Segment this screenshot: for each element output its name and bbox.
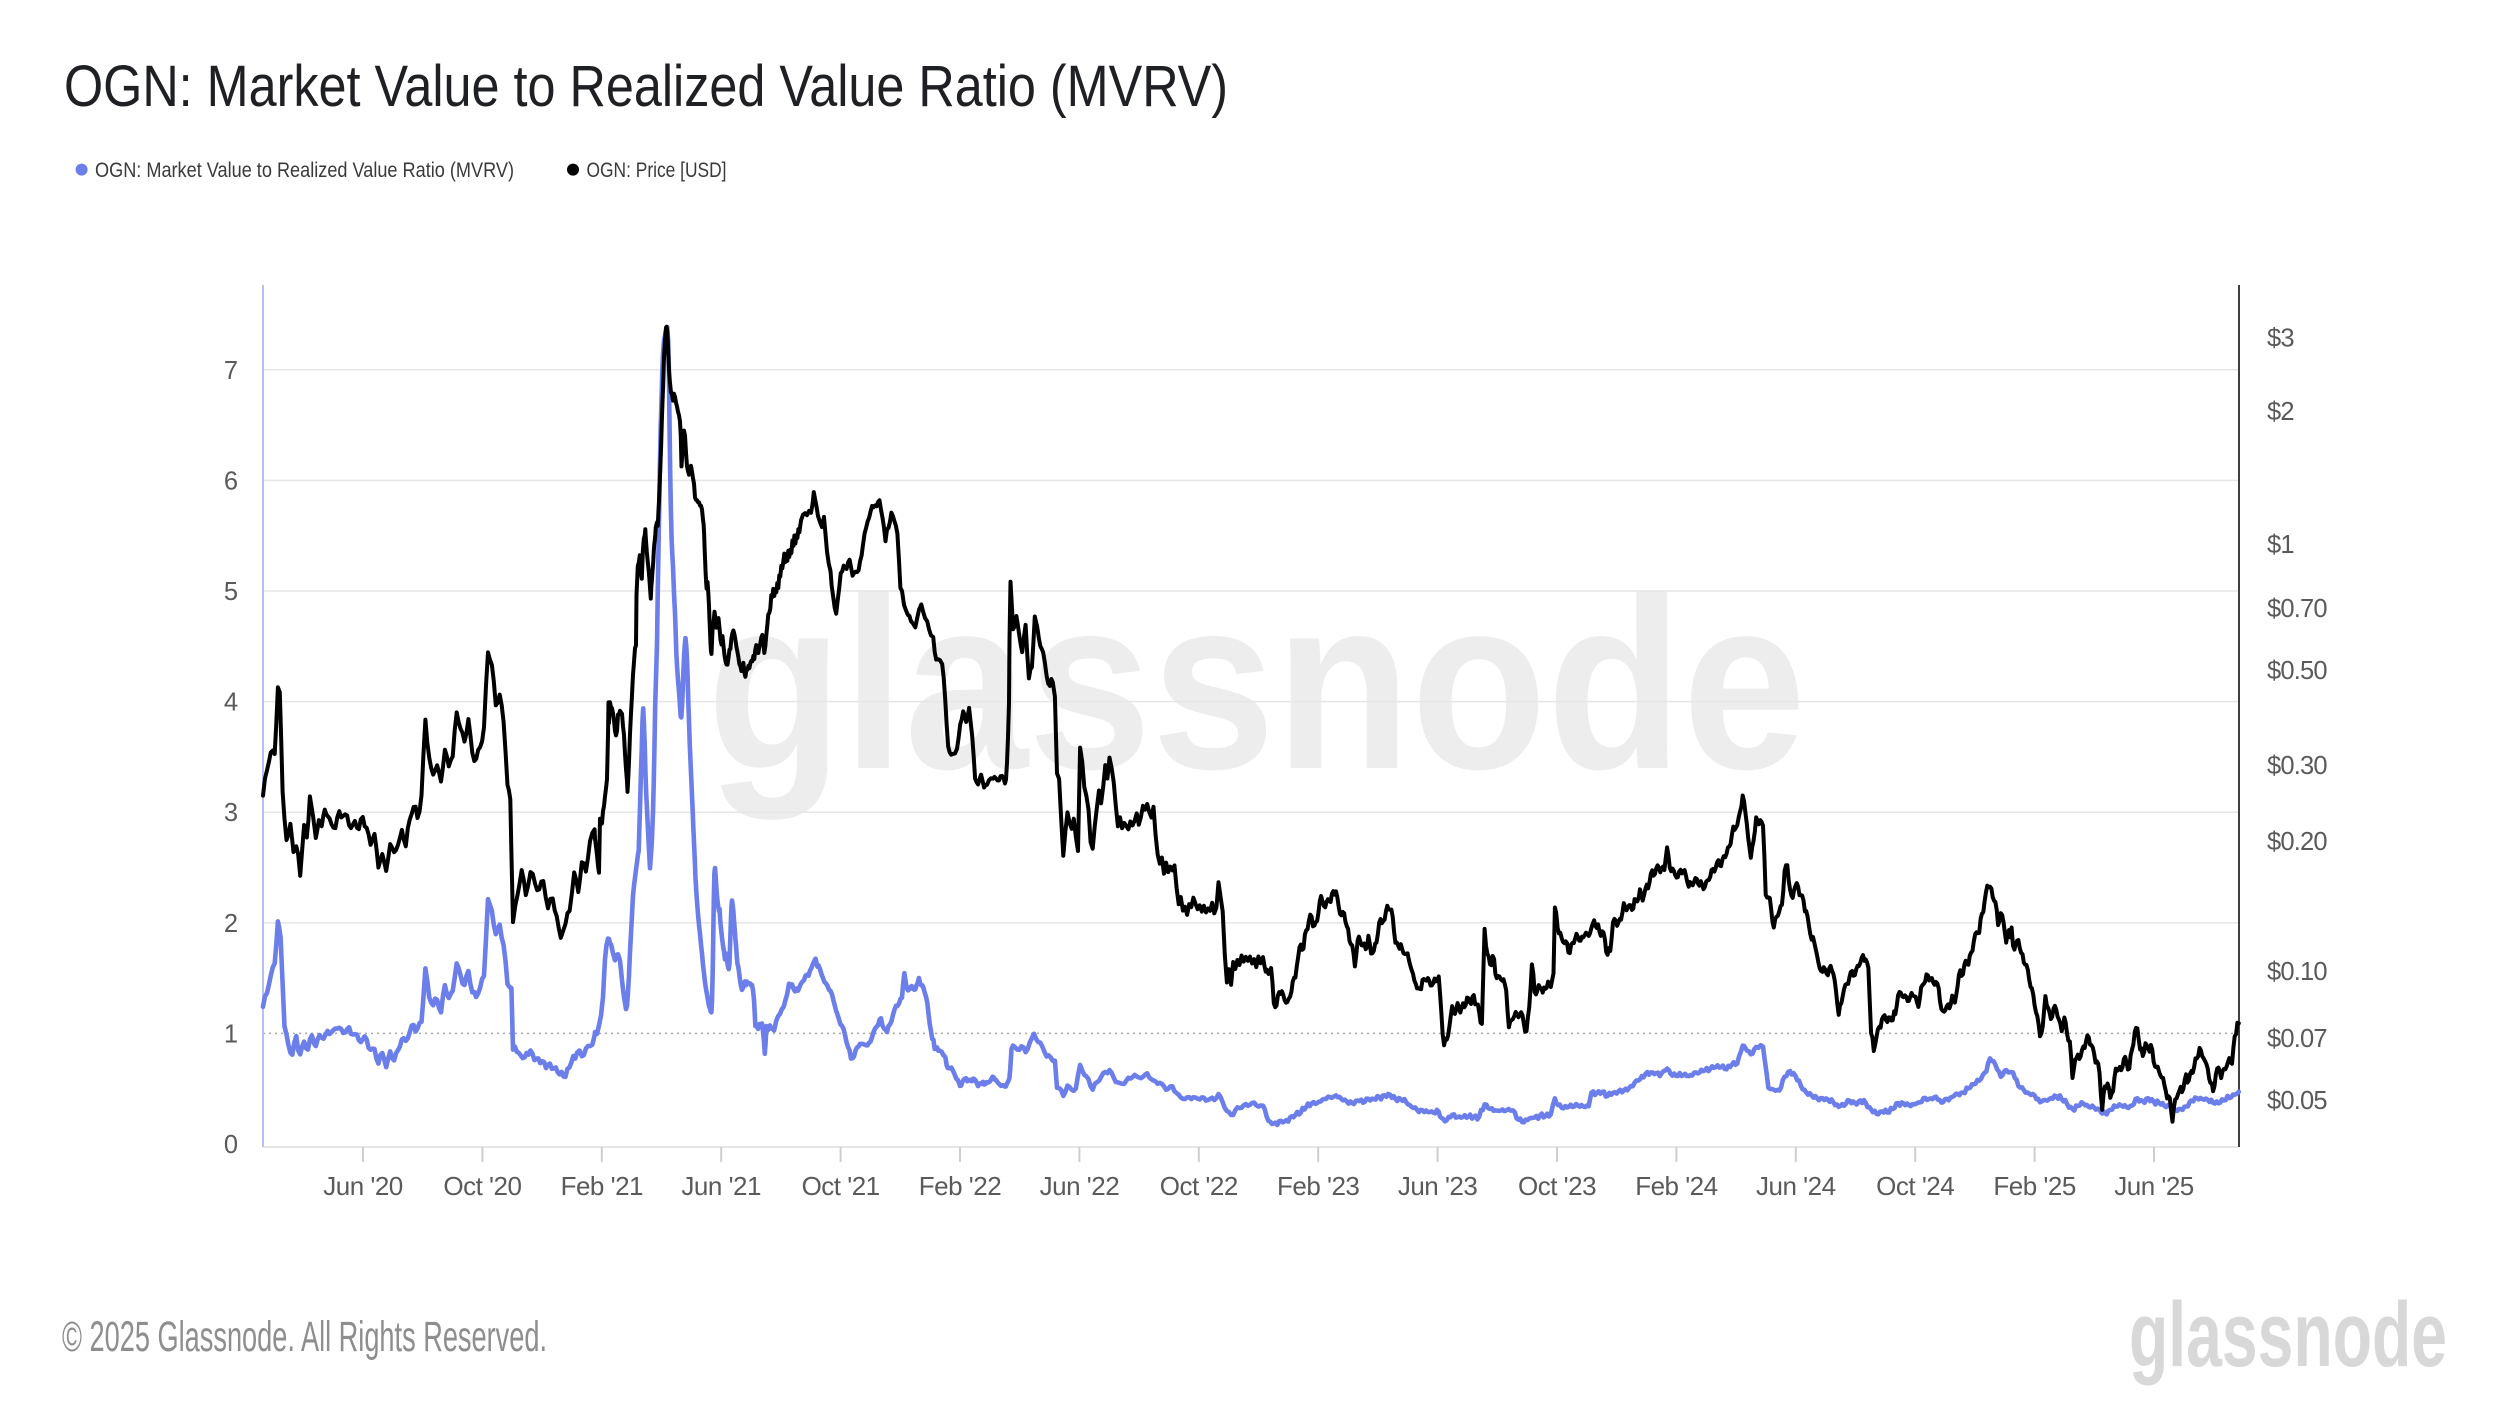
svg-text:Jun '25: Jun '25 <box>2114 1171 2194 1201</box>
svg-text:OGN: Market Value to Realized: OGN: Market Value to Realized Value Rati… <box>64 54 1228 119</box>
svg-text:0: 0 <box>224 1131 238 1159</box>
svg-text:Oct '20: Oct '20 <box>443 1171 521 1201</box>
svg-text:Feb '21: Feb '21 <box>561 1171 643 1201</box>
svg-text:$0.50: $0.50 <box>2267 657 2327 685</box>
svg-text:Jun '20: Jun '20 <box>323 1171 403 1201</box>
svg-text:$1: $1 <box>2267 531 2294 559</box>
svg-text:$0.70: $0.70 <box>2267 595 2327 623</box>
svg-text:OGN: Market Value to Realized: OGN: Market Value to Realized Value Rati… <box>95 159 514 182</box>
svg-text:$2: $2 <box>2267 398 2294 426</box>
svg-text:1: 1 <box>224 1020 238 1048</box>
svg-text:6: 6 <box>224 467 238 495</box>
svg-text:$0.07: $0.07 <box>2267 1025 2327 1053</box>
svg-text:© 2025 Glassnode. All Rights R: © 2025 Glassnode. All Rights Reserved. <box>62 1314 547 1361</box>
svg-text:Oct '24: Oct '24 <box>1876 1171 1954 1201</box>
svg-text:7: 7 <box>224 357 238 385</box>
svg-text:5: 5 <box>224 578 238 606</box>
svg-text:Feb '23: Feb '23 <box>1277 1171 1359 1201</box>
svg-text:3: 3 <box>224 799 238 827</box>
svg-text:Oct '23: Oct '23 <box>1518 1171 1596 1201</box>
svg-text:2: 2 <box>224 910 238 938</box>
svg-text:$3: $3 <box>2267 325 2294 353</box>
svg-text:glassnode: glassnode <box>707 546 1806 820</box>
svg-text:Oct '22: Oct '22 <box>1160 1171 1238 1201</box>
svg-text:$0.05: $0.05 <box>2267 1087 2327 1115</box>
svg-text:glassnode: glassnode <box>2129 1284 2447 1386</box>
svg-text:Oct '21: Oct '21 <box>802 1171 880 1201</box>
svg-text:$0.10: $0.10 <box>2267 958 2327 986</box>
svg-text:Feb '24: Feb '24 <box>1635 1171 1717 1201</box>
svg-text:Feb '25: Feb '25 <box>1993 1171 2075 1201</box>
svg-text:Jun '23: Jun '23 <box>1398 1171 1478 1201</box>
svg-text:$0.30: $0.30 <box>2267 752 2327 780</box>
svg-text:4: 4 <box>224 689 238 717</box>
svg-text:Jun '22: Jun '22 <box>1040 1171 1120 1201</box>
svg-text:Jun '21: Jun '21 <box>681 1171 761 1201</box>
svg-text:OGN: Price [USD]: OGN: Price [USD] <box>587 159 727 182</box>
svg-text:Jun '24: Jun '24 <box>1756 1171 1836 1201</box>
svg-text:$0.20: $0.20 <box>2267 828 2327 856</box>
svg-text:Feb '22: Feb '22 <box>919 1171 1001 1201</box>
